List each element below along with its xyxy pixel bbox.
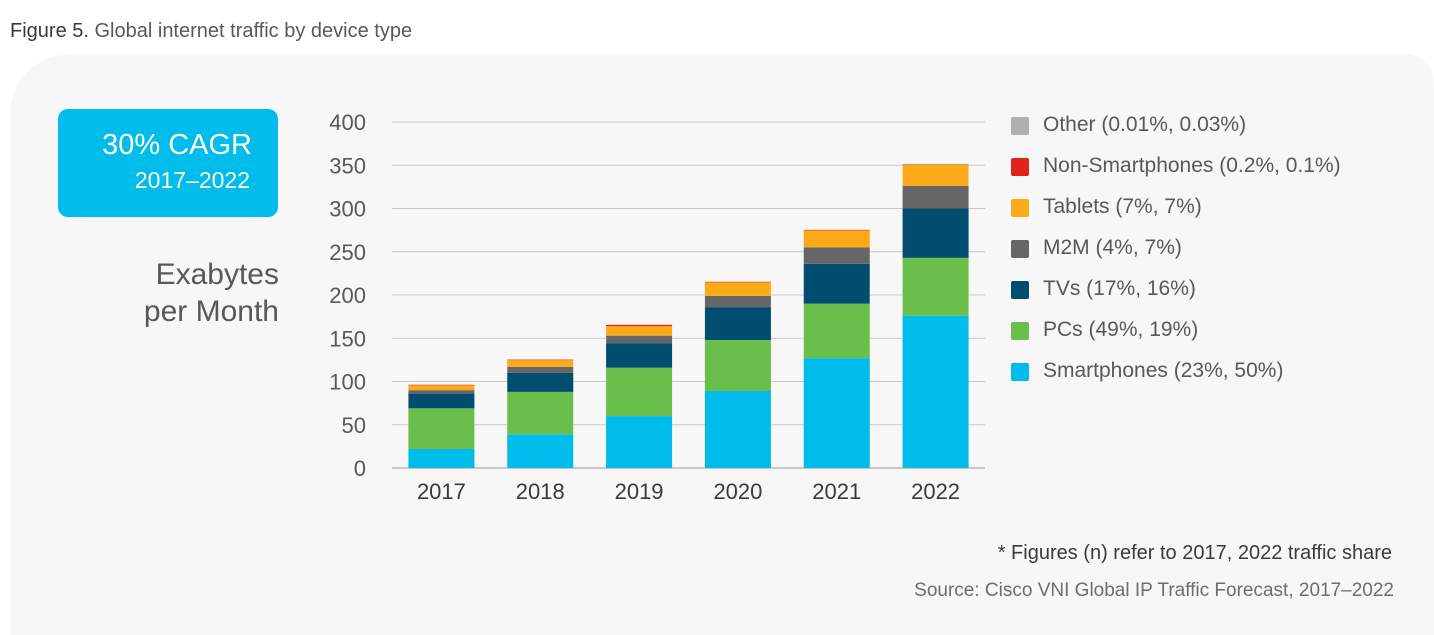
y-tick-label: 50 xyxy=(342,413,366,438)
bar-segment xyxy=(606,367,673,417)
legend-label: PCs (49%, 19%) xyxy=(1043,318,1199,341)
bar-segment xyxy=(803,230,870,248)
bar-segment xyxy=(803,358,870,468)
x-tick-label: 2018 xyxy=(516,479,565,504)
bar-segment xyxy=(606,326,673,336)
bar-segment xyxy=(606,324,673,327)
cagr-callout: 30% CAGR 2017–2022 xyxy=(58,109,278,217)
bar-segment xyxy=(704,391,771,468)
legend-swatch xyxy=(1011,117,1029,135)
x-tick-label: 2022 xyxy=(911,479,960,504)
y-axis-label-line-2: per Month xyxy=(143,295,279,328)
bar-segment xyxy=(408,384,475,386)
y-tick-label: 250 xyxy=(329,240,366,265)
y-tick-label: 300 xyxy=(329,197,366,222)
cagr-value: 30% CAGR xyxy=(102,129,252,161)
legend-label: Tablets (7%, 7%) xyxy=(1043,195,1202,218)
bar-segment xyxy=(803,263,870,304)
legend-label: M2M (4%, 7%) xyxy=(1043,236,1182,259)
legend-label: Other (0.01%, 0.03%) xyxy=(1043,113,1247,136)
bar-segment xyxy=(704,339,771,392)
y-tick-label: 200 xyxy=(329,283,366,308)
footnote: * Figures (n) refer to 2017, 2022 traffi… xyxy=(997,542,1392,564)
legend-swatch xyxy=(1011,281,1029,299)
bar-segment xyxy=(902,208,969,258)
legend-swatch xyxy=(1011,363,1029,381)
y-tick-label: 0 xyxy=(354,456,366,481)
bar-segment xyxy=(704,281,771,283)
y-tick-label: 100 xyxy=(329,370,366,395)
figure-title: Figure 5. Global internet traffic by dev… xyxy=(10,20,412,43)
bar-segment xyxy=(902,186,969,209)
bar-segment xyxy=(902,164,969,165)
bar-segment xyxy=(507,372,574,392)
legend-swatch xyxy=(1011,158,1029,176)
bar-segment xyxy=(902,257,969,316)
legend-label: Non-Smartphones (0.2%, 0.1%) xyxy=(1043,154,1341,177)
bar-segment xyxy=(803,247,870,264)
bar-segment xyxy=(803,229,870,231)
figure-number: Figure 5. xyxy=(10,20,89,42)
x-tick-label: 2017 xyxy=(417,479,466,504)
bar-segment xyxy=(507,366,574,373)
bar-segment xyxy=(507,359,574,367)
bar-segment xyxy=(606,343,673,368)
legend-label: Smartphones (23%, 50%) xyxy=(1043,359,1284,382)
bar-segment xyxy=(704,282,771,296)
source-citation: Source: Cisco VNI Global IP Traffic Fore… xyxy=(914,580,1394,601)
bar-segment xyxy=(507,391,574,435)
bar-segment xyxy=(606,335,673,344)
x-tick-label: 2019 xyxy=(615,479,664,504)
bar-segment xyxy=(408,384,475,391)
bar-segment xyxy=(902,315,969,468)
legend-swatch xyxy=(1011,199,1029,217)
figure-caption: Global internet traffic by device type xyxy=(94,20,413,42)
legend-swatch xyxy=(1011,240,1029,258)
x-tick-label: 2020 xyxy=(713,479,762,504)
y-axis-label: Exabytes per Month xyxy=(144,256,279,330)
bar-segment xyxy=(704,307,771,340)
bar-segment xyxy=(408,390,475,394)
bar-segment xyxy=(803,303,870,359)
bar-segment xyxy=(408,393,475,409)
bar-segment xyxy=(902,164,969,187)
legend-swatch xyxy=(1011,322,1029,340)
y-tick-label: 150 xyxy=(329,326,366,351)
x-tick-label: 2021 xyxy=(812,479,861,504)
y-tick-label: 400 xyxy=(329,110,366,135)
bar-segment xyxy=(408,448,475,468)
y-axis-label-line-1: Exabytes xyxy=(155,258,279,291)
bar-segment xyxy=(408,408,475,449)
cagr-period: 2017–2022 xyxy=(134,167,250,193)
y-tick-label: 350 xyxy=(329,153,366,178)
bar-segment xyxy=(507,359,574,361)
bar-segment xyxy=(507,434,574,468)
legend-label: TVs (17%, 16%) xyxy=(1043,277,1196,300)
bar-segment xyxy=(606,416,673,468)
bar-segment xyxy=(704,295,771,308)
